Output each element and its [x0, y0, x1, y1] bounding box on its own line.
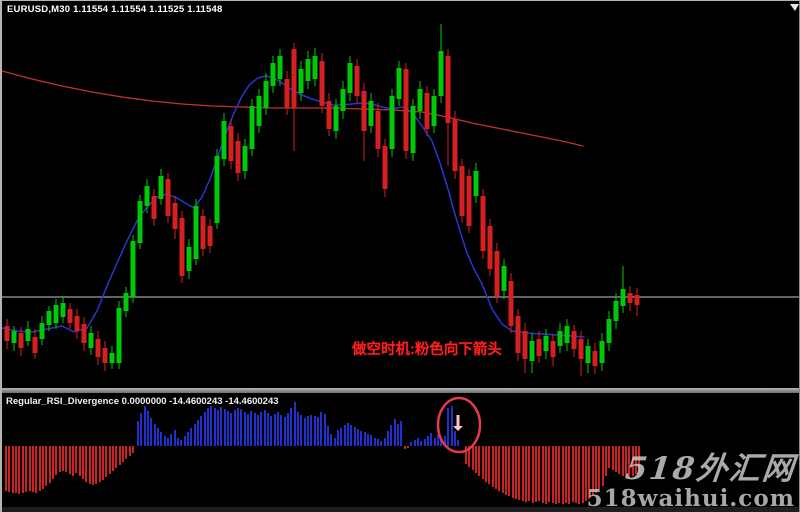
watermark-site-name: 518外汇网 [623, 451, 797, 487]
panel-separator[interactable] [2, 388, 799, 393]
chart-symbol-title: EURUSD,M30 1.11554 1.11554 1.11525 1.115… [7, 4, 223, 15]
watermark-site-url: 518waihui.com [586, 485, 795, 512]
indicator-label: Regular_RSI_Divergence 0.0000000 -14.460… [6, 396, 279, 407]
watermark: 518外汇网 518waihui.com [586, 451, 797, 512]
window-bottom-edge [2, 507, 799, 512]
short-signal-annotation: 做空时机:粉色向下箭头 [352, 342, 502, 358]
